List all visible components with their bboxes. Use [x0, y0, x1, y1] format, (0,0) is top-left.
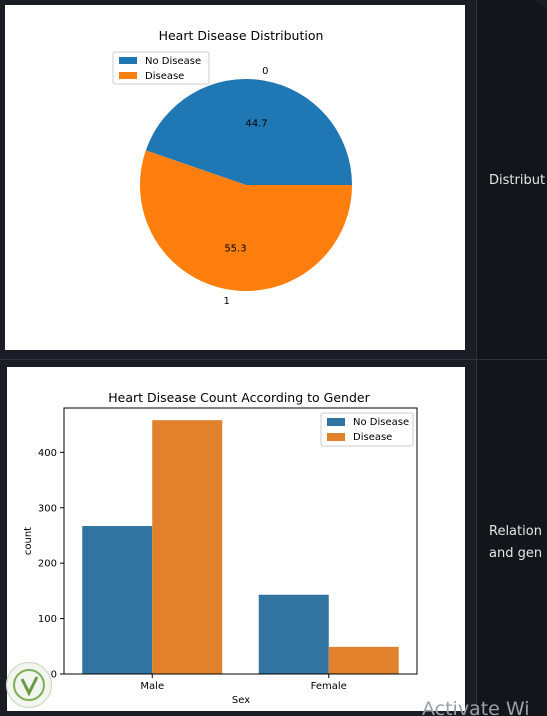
legend-swatch-disease — [119, 72, 137, 79]
y-tick-label: 100 — [38, 614, 57, 625]
pie-slice-label: 0 — [262, 66, 268, 77]
pie-chart: Heart Disease Distribution 44.7 55.3 0 1… — [112, 28, 352, 307]
x-axis-label: Sex — [232, 695, 250, 706]
pie-slice-no-disease — [145, 79, 352, 185]
pie-legend: No Disease Disease — [112, 51, 210, 85]
legend-swatch-no-disease — [327, 418, 345, 426]
legend-label-disease: Disease — [353, 432, 392, 443]
bar-disease-female — [328, 646, 399, 674]
bar-chart: Heart Disease Count According to Gender … — [23, 390, 418, 706]
legend-swatch-no-disease — [119, 57, 137, 64]
x-tick-label: Female — [311, 681, 347, 692]
bar-legend: No Disease Disease — [320, 412, 414, 447]
description-column — [476, 0, 547, 716]
y-axis-label: count — [23, 527, 34, 555]
plot-frame — [63, 407, 418, 675]
bar-no-disease-male — [82, 526, 153, 674]
legend-label-no-disease: No Disease — [353, 417, 409, 428]
y-tick-label: 200 — [38, 559, 57, 570]
side-text-distribution: Distribut — [489, 173, 546, 188]
pie-slice-disease — [139, 150, 352, 292]
pie-value-label: 44.7 — [245, 118, 267, 129]
y-tick-label: 300 — [38, 503, 57, 514]
y-tick-label: 0 — [51, 670, 57, 681]
bar-disease-male — [152, 420, 223, 674]
bar-no-disease-female — [258, 594, 329, 674]
pie-title: Heart Disease Distribution — [159, 28, 324, 43]
x-tick-label: Male — [140, 681, 164, 692]
site-logo — [6, 662, 52, 708]
pie-chart-card: Heart Disease Distribution 44.7 55.3 0 1… — [5, 5, 465, 350]
side-text-and-gender: and gen — [489, 546, 543, 561]
pie-value-label: 55.3 — [224, 244, 246, 255]
row-divider — [0, 359, 547, 360]
activate-windows-watermark: Activate Wi — [422, 698, 530, 716]
bar-title: Heart Disease Count According to Gender — [108, 390, 370, 405]
bar-chart-card: Heart Disease Count According to Gender … — [7, 367, 465, 711]
pie-slice-label: 1 — [223, 296, 229, 307]
legend-label-no-disease: No Disease — [145, 56, 201, 67]
y-tick-label: 400 — [38, 448, 57, 459]
legend-swatch-disease — [327, 433, 345, 441]
legend-label-disease: Disease — [145, 71, 184, 82]
leaf-logo-icon — [13, 669, 45, 701]
side-text-relation: Relation — [489, 524, 542, 539]
